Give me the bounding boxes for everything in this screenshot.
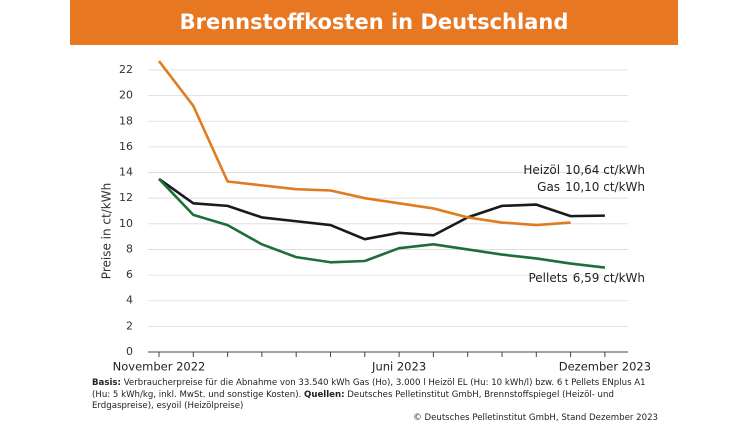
y-tick-label: 22 xyxy=(119,63,133,76)
x-tick-label: November 2022 xyxy=(113,360,206,374)
series-name: Heizöl xyxy=(523,163,560,177)
y-tick-label: 8 xyxy=(126,242,133,255)
sources-label: Quellen: xyxy=(304,390,345,400)
value-label: 6,59 ct/kWh xyxy=(573,271,645,285)
footer: Basis: Verbraucherpreise für die Abnahme… xyxy=(92,378,658,424)
y-tick-label: 20 xyxy=(119,89,133,102)
y-tick-label: 4 xyxy=(126,294,133,307)
y-tick-label: 6 xyxy=(126,268,133,281)
y-tick-label: 16 xyxy=(119,140,133,153)
value-label: 10,10 ct/kWh xyxy=(565,180,645,194)
chart-title: Brennstoffkosten in Deutschland xyxy=(180,10,569,34)
series-name: Pellets xyxy=(528,271,567,285)
value-label: 10,64 ct/kWh xyxy=(565,163,645,177)
x-tick-label: Juni 2023 xyxy=(371,360,426,374)
y-tick-label: 2 xyxy=(126,319,133,332)
y-tick-label: 14 xyxy=(119,166,133,179)
end-label: Heizöl 10,64 ct/kWh xyxy=(523,163,645,177)
y-tick-label: 12 xyxy=(119,191,133,204)
x-tick-label: Dezember 2023 xyxy=(559,360,651,374)
y-tick-label: 10 xyxy=(119,217,133,230)
y-tick-label: 0 xyxy=(126,345,133,358)
copyright: © Deutsches Pelletinstitut GmbH, Stand D… xyxy=(92,413,658,424)
y-axis-label: Preise in ct/kWh xyxy=(100,183,114,279)
end-label: Pellets 6,59 ct/kWh xyxy=(528,271,645,285)
y-tick-label: 18 xyxy=(119,114,133,127)
basis-label: Basis: xyxy=(92,378,121,388)
chart: Brennstoffkosten in Deutschland Preise i… xyxy=(0,0,748,378)
series-line xyxy=(159,61,571,225)
end-label: Gas 10,10 ct/kWh xyxy=(537,180,645,194)
series-name: Gas xyxy=(537,180,560,194)
